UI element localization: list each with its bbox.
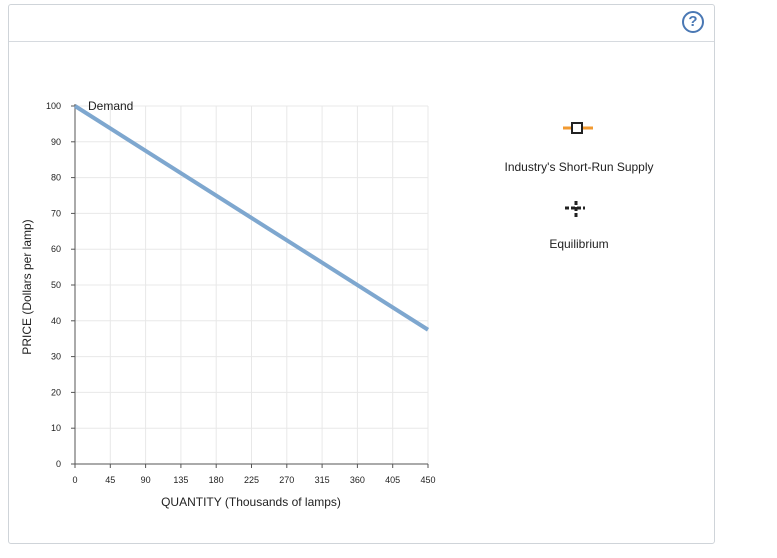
equilibrium-tool-label: Equilibrium xyxy=(549,237,609,251)
demand-curve[interactable] xyxy=(73,104,430,332)
help-button[interactable]: ? xyxy=(682,11,704,33)
x-tick-label: 360 xyxy=(350,475,365,485)
equilibrium-marker-icon[interactable] xyxy=(563,199,589,221)
grid xyxy=(75,105,429,464)
panel-header: ? xyxy=(9,5,714,42)
x-tick-label: 405 xyxy=(385,475,400,485)
x-tick-label: 270 xyxy=(279,475,294,485)
ticks: 0 45 90 135 180 225 270 315 360 405 450 0 10 20 30 40 50… xyxy=(46,101,436,485)
x-tick-label: 90 xyxy=(141,475,151,485)
y-tick-label: 60 xyxy=(51,244,61,254)
y-tick-label: 20 xyxy=(51,387,61,397)
x-tick-label: 225 xyxy=(244,475,259,485)
y-tick-label: 30 xyxy=(51,352,61,362)
x-axis-label: QUANTITY (Thousands of lamps) xyxy=(161,495,341,509)
y-axis-label: PRICE (Dollars per lamp) xyxy=(20,219,34,354)
x-tick-label: 0 xyxy=(72,475,77,485)
y-tick-label: 50 xyxy=(51,280,61,290)
supply-marker-icon[interactable] xyxy=(561,121,595,135)
y-tick-label: 0 xyxy=(56,459,61,469)
x-tick-label: 315 xyxy=(315,475,330,485)
y-tick-label: 80 xyxy=(51,173,61,183)
x-tick-label: 180 xyxy=(209,475,224,485)
y-tick-label: 100 xyxy=(46,101,61,111)
y-tick-label: 90 xyxy=(51,137,61,147)
x-tick-label: 135 xyxy=(173,475,188,485)
series-layer[interactable]: Demand xyxy=(73,99,430,332)
y-tick-label: 70 xyxy=(51,208,61,218)
y-tick-label: 10 xyxy=(51,423,61,433)
demand-curve-label: Demand xyxy=(88,99,133,113)
graph-panel: ? xyxy=(8,4,715,544)
x-tick-label: 450 xyxy=(420,475,435,485)
x-tick-label: 45 xyxy=(105,475,115,485)
y-tick-label: 40 xyxy=(51,316,61,326)
supply-tool-label: Industry's Short-Run Supply xyxy=(504,160,654,174)
